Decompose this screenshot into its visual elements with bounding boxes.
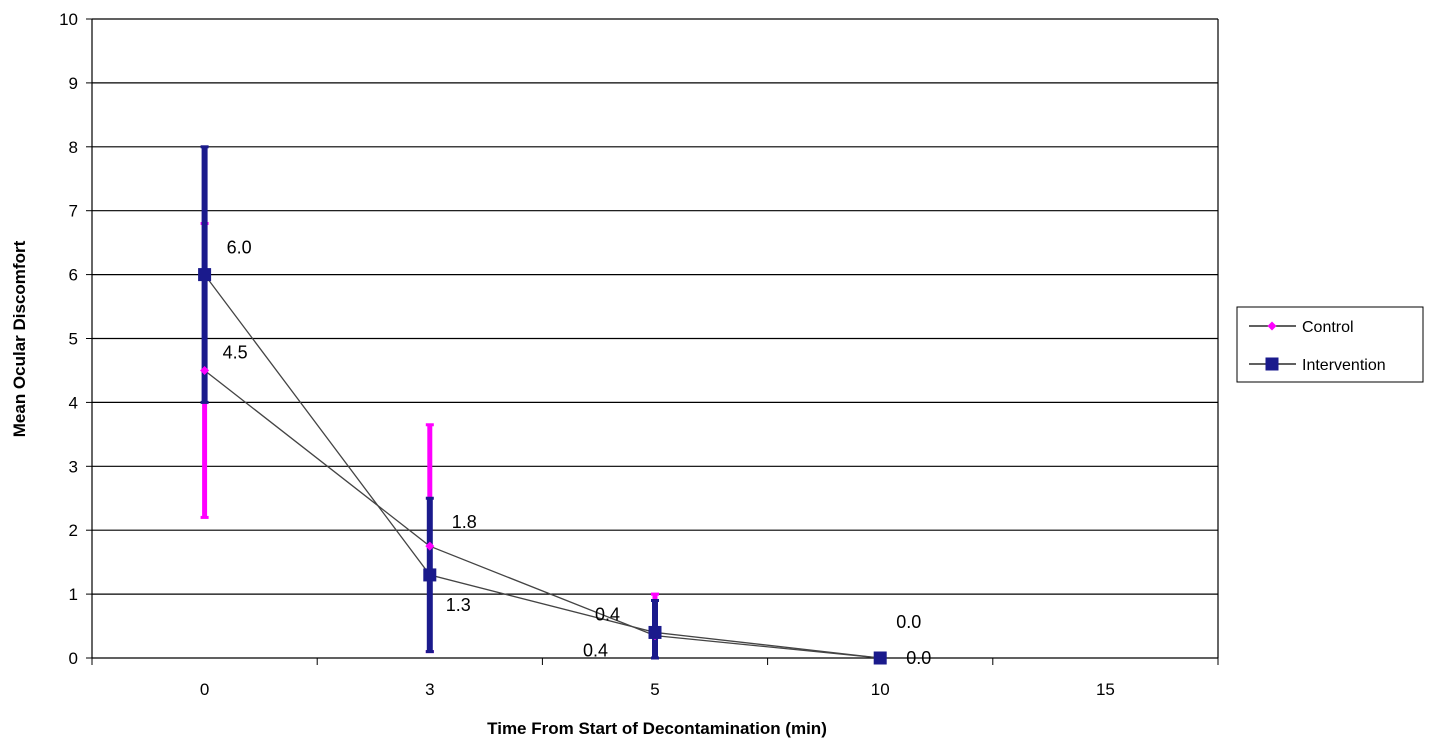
y-tick-label: 7 [69,202,78,221]
data-label-control: 1.8 [452,512,477,532]
x-tick-label: 10 [871,680,890,699]
x-tick-label: 0 [200,680,209,699]
point-intervention [198,268,212,282]
legend-items: Control Intervention [1249,319,1386,374]
series-line-control [204,369,881,659]
data-labels: 4.5 1.8 0.4 0.0 6.0 1.3 0.4 0.0 [223,238,932,668]
legend-label-intervention: Intervention [1302,357,1386,374]
point-intervention [423,568,437,582]
x-tick-label: 15 [1096,680,1115,699]
point-intervention [873,651,887,665]
data-label-intervention: 1.3 [446,595,471,615]
x-tick-label: 5 [650,680,659,699]
x-axis-title: Time From Start of Decontamination (min) [487,719,827,738]
y-tick-label: 6 [69,266,78,285]
legend-marker-intervention [1265,357,1279,371]
point-control [200,365,210,375]
y-tick-label: 0 [69,649,78,668]
y-tick-label: 8 [69,138,78,157]
y-axis-title: Mean Ocular Discomfort [10,240,29,437]
data-label-intervention: 6.0 [227,238,252,258]
point-intervention [648,625,662,639]
y-tick-label: 10 [59,10,78,29]
x-tick-labels: 0 3 5 10 15 [200,680,1115,699]
data-label-intervention: 0.0 [906,648,931,668]
y-tick-label: 2 [69,521,78,540]
series-line-intervention [204,274,881,659]
y-tick-label: 4 [69,393,78,412]
series-markers [198,268,887,665]
data-label-intervention: 0.4 [583,640,608,660]
legend: Control Intervention [1236,306,1424,383]
data-label-control: 0.0 [896,612,921,632]
x-tick-label: 3 [425,680,434,699]
y-tick-label: 9 [69,74,78,93]
legend-label-control: Control [1302,319,1354,336]
point-control [425,541,435,551]
gridlines [92,18,1218,595]
y-tick-labels: 0 1 2 3 4 5 6 7 8 9 10 [59,10,78,668]
data-label-control: 0.4 [595,605,620,625]
legend-marker-control [1267,321,1277,331]
data-label-control: 4.5 [223,342,248,362]
y-tick-label: 5 [69,330,78,349]
y-tick-label: 1 [69,585,78,604]
series-lines [204,274,881,659]
y-tick-label: 3 [69,457,78,476]
